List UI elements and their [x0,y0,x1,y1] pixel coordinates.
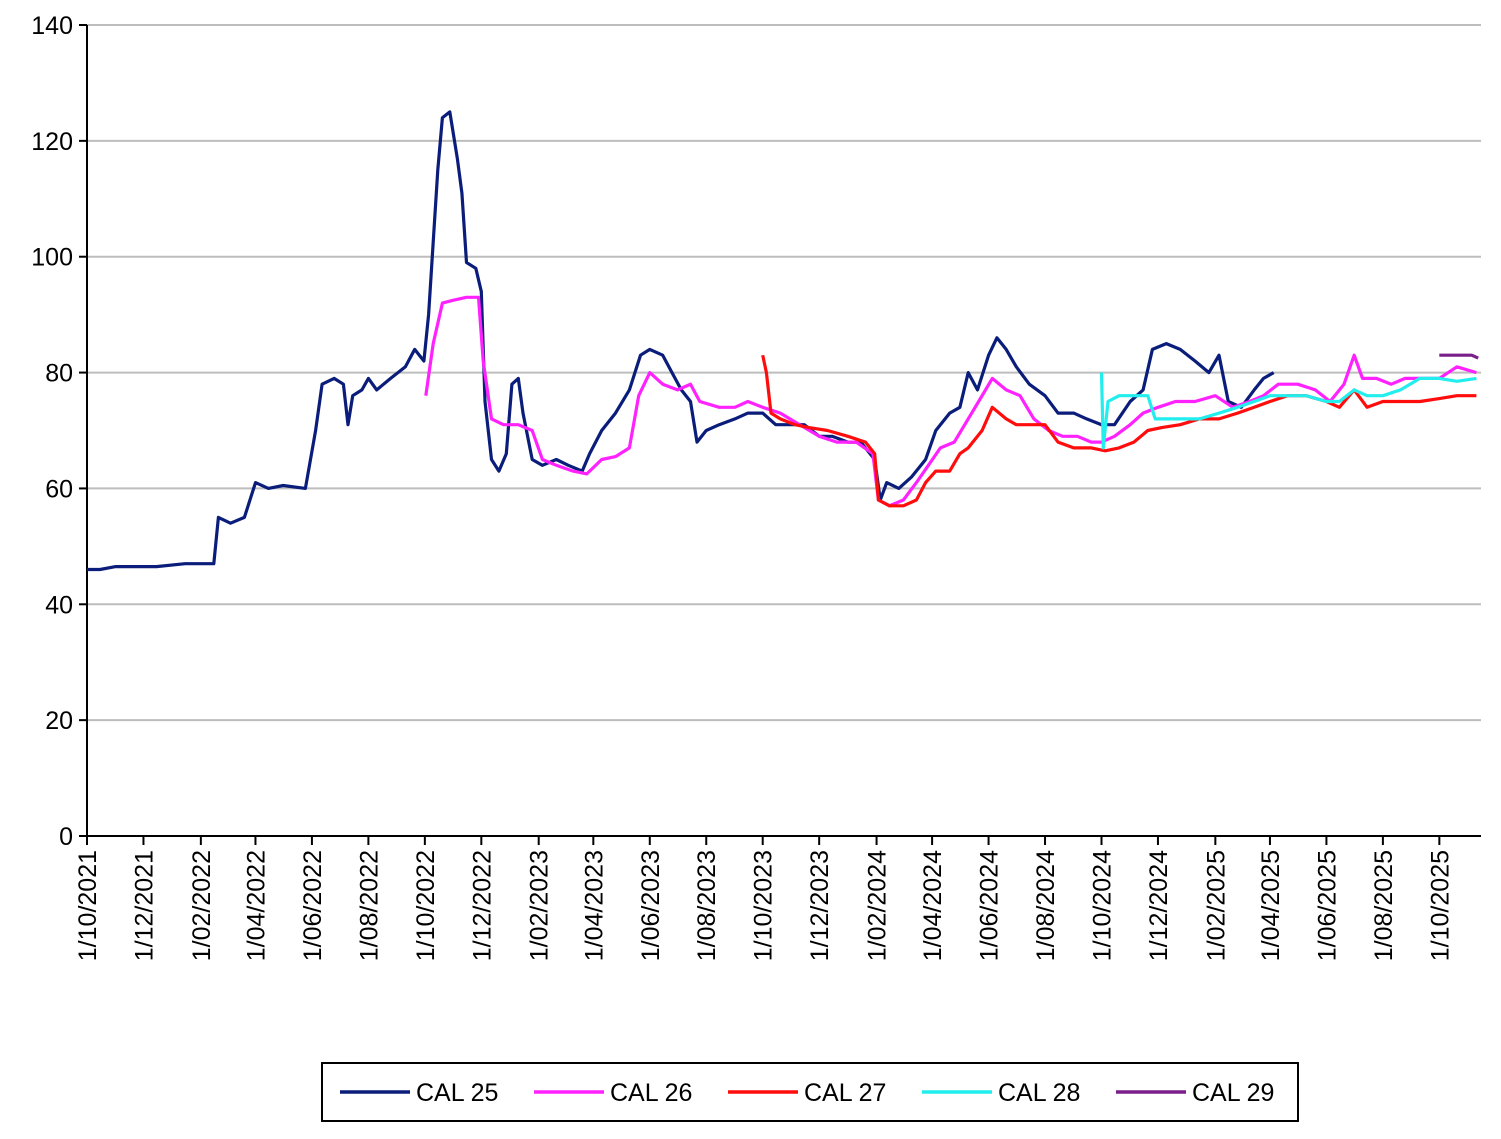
legend: CAL 25 CAL 26 CAL 27 CAL 28 CAL 29 [321,1062,1299,1122]
x-tick-label: 1/04/2025 [1257,850,1285,961]
x-tick-label: 1/12/2024 [1145,850,1173,961]
x-tick-label: 1/04/2024 [919,850,947,961]
x-tick-label: 1/10/2022 [412,850,440,961]
y-tick-label: 80 [45,360,73,388]
x-tick-label: 1/08/2022 [355,850,383,961]
y-tick-label: 100 [31,244,73,272]
x-tick-label: 1/12/2023 [806,850,834,961]
x-tick-label: 1/02/2022 [188,850,216,961]
x-tick-label: 1/02/2024 [864,850,892,961]
x-tick-label: 1/02/2025 [1202,850,1230,961]
x-tick-label: 1/12/2021 [130,850,158,961]
series-line-cal-29 [1439,353,1479,360]
x-tick-label: 1/06/2023 [637,850,665,961]
legend-label: CAL 26 [610,1079,692,1107]
series-lines [87,110,1479,572]
series-line-cal-26 [424,295,1477,508]
x-tick-label: 1/08/2024 [1032,850,1060,961]
series-line-cal-25 [87,110,1275,572]
x-tick-label: 1/04/2022 [242,850,270,961]
legend-label: CAL 28 [998,1079,1080,1107]
x-tick-label: 1/10/2023 [750,850,778,961]
x-tick-label: 1/08/2023 [693,850,721,961]
y-tick-label: 120 [31,128,73,156]
y-tick-label: 20 [45,707,73,735]
gridlines [87,24,1481,722]
x-axis-tick-labels: 1/10/2021 1/12/2021 1/02/2022 1/04/2022 1/06… [74,850,1454,961]
x-tick-label: 1/10/2024 [1088,850,1116,961]
x-tick-label: 1/02/2023 [526,850,554,961]
x-tick-label: 1/08/2025 [1370,850,1398,961]
axes [79,24,1481,845]
y-tick-label: 40 [45,591,73,619]
y-tick-label: 0 [59,823,73,851]
y-axis-tick-labels: 0 20 40 60 80 100 120 140 [31,12,73,851]
x-tick-label: 1/06/2025 [1313,850,1341,961]
x-tick-label: 1/06/2022 [299,850,327,961]
legend-label: CAL 29 [1192,1079,1274,1107]
y-tick-label: 60 [45,475,73,503]
x-tick-label: 1/04/2023 [580,850,608,961]
x-tick-label: 1/10/2025 [1426,850,1454,961]
legend-label: CAL 25 [416,1079,498,1107]
y-tick-label: 140 [31,12,73,40]
x-tick-label: 1/12/2022 [468,850,496,961]
series-line-cal-27 [761,354,1477,508]
x-tick-label: 1/10/2021 [74,850,102,961]
series-line-cal-28 [1099,372,1477,450]
x-tick-label: 1/06/2024 [976,850,1004,961]
legend-label: CAL 27 [804,1079,886,1107]
